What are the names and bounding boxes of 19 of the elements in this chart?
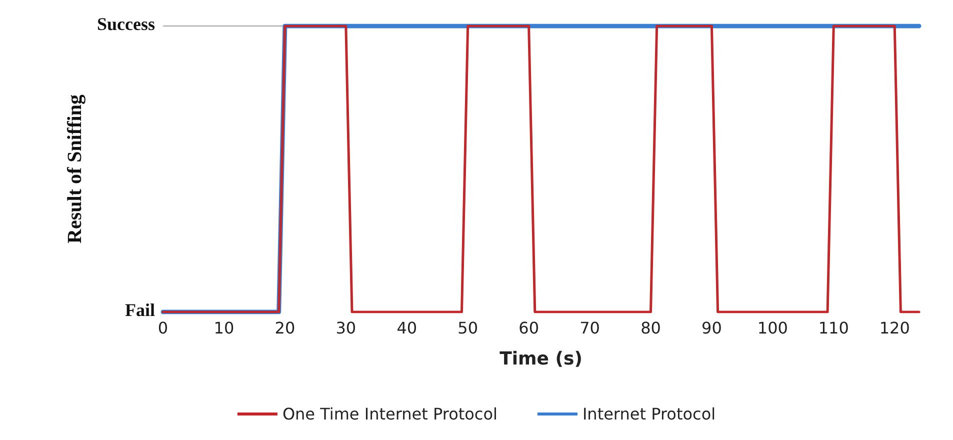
x-tick-label: 70 xyxy=(580,318,600,338)
x-tick-label: 20 xyxy=(274,318,296,338)
y-axis-title: Result of Sniffing xyxy=(64,94,86,244)
x-tick-label: 10 xyxy=(214,318,234,338)
x-tick-label: 120 xyxy=(879,318,910,338)
x-tick-label: 80 xyxy=(640,318,661,338)
x-tick-label: 110 xyxy=(818,318,849,338)
x-tick-label: 40 xyxy=(396,318,418,338)
x-tick-label: 100 xyxy=(757,318,788,338)
text: Fail xyxy=(125,300,156,320)
text: Success xyxy=(97,14,155,34)
x-axis-title: Time (s) xyxy=(500,348,582,370)
x-tick-label: 60 xyxy=(518,318,539,338)
x-tick-label: 90 xyxy=(702,318,722,338)
legend-label: Internet Protocol xyxy=(582,404,716,424)
legend-label: One Time Internet Protocol xyxy=(282,404,498,424)
x-tick-label: 0 xyxy=(158,318,168,338)
x-tick-label: 50 xyxy=(458,318,478,338)
x-tick-label: 30 xyxy=(336,318,356,338)
